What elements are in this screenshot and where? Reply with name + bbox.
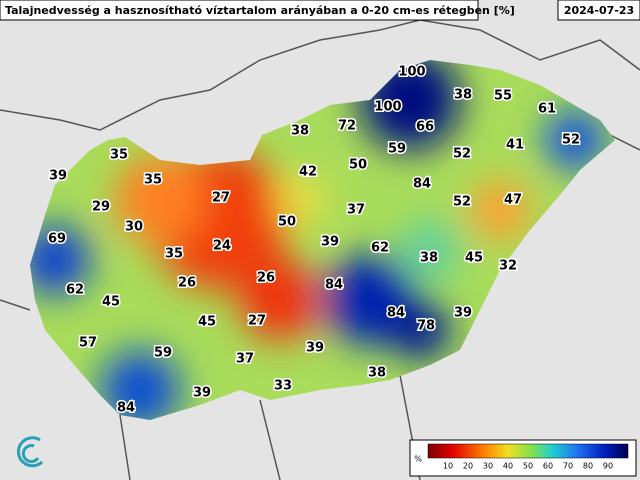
- legend-tick: 20: [463, 462, 473, 471]
- station-value: 37: [236, 352, 254, 367]
- station-value: 35: [144, 173, 162, 188]
- legend-unit: %: [414, 455, 422, 464]
- station-value: 35: [110, 148, 128, 163]
- legend-tick: 50: [523, 462, 533, 471]
- title-box: [0, 0, 479, 21]
- station-value: 84: [117, 401, 135, 416]
- station-value: 84: [387, 306, 405, 321]
- station-value: 84: [325, 278, 343, 293]
- station-value: 100: [398, 65, 425, 80]
- station-value: 45: [102, 295, 120, 310]
- station-value: 38: [454, 88, 472, 103]
- station-value: 59: [154, 346, 172, 361]
- date-box: [557, 0, 640, 21]
- date: 2024-07-23: [564, 4, 634, 17]
- legend-tick: 80: [583, 462, 593, 471]
- station-value: 62: [371, 241, 389, 256]
- station-value: 50: [278, 215, 296, 230]
- station-value: 38: [420, 251, 438, 266]
- station-value: 66: [416, 120, 434, 135]
- station-value: 72: [338, 119, 356, 134]
- station-value: 38: [291, 124, 309, 139]
- station-value: 33: [274, 379, 292, 394]
- station-value: 55: [494, 89, 512, 104]
- station-value: 62: [66, 283, 84, 298]
- station-value: 26: [178, 276, 196, 291]
- station-value: 39: [193, 386, 211, 401]
- station-value: 29: [92, 200, 110, 215]
- station-value: 37: [347, 203, 365, 218]
- station-value: 57: [79, 336, 97, 351]
- legend-tick: 30: [483, 462, 493, 471]
- station-value: 24: [213, 239, 231, 254]
- station-value: 32: [499, 259, 517, 274]
- title: Talajnedvesség a hasznosítható víztartal…: [5, 4, 515, 17]
- station-value: 84: [413, 177, 431, 192]
- station-value: 52: [453, 147, 471, 162]
- station-value: 41: [506, 138, 524, 153]
- station-value: 45: [198, 315, 216, 330]
- station-value: 27: [248, 314, 266, 329]
- legend-tick: 10: [443, 462, 453, 471]
- station-value: 42: [299, 165, 317, 180]
- station-value: 30: [125, 220, 143, 235]
- station-value: 52: [453, 195, 471, 210]
- station-value: 52: [562, 133, 580, 148]
- station-value: 39: [321, 235, 339, 250]
- station-value: 38: [368, 366, 386, 381]
- colorbar: [427, 443, 629, 459]
- station-value: 78: [417, 319, 435, 334]
- legend-tick: 90: [603, 462, 613, 471]
- station-value: 45: [465, 251, 483, 266]
- station-value: 100: [374, 100, 401, 115]
- station-value: 39: [454, 306, 472, 321]
- station-value: 39: [306, 341, 324, 356]
- station-value: 35: [165, 247, 183, 262]
- station-value: 26: [257, 271, 275, 286]
- borders: [0, 19, 640, 480]
- logo: [16, 436, 44, 468]
- station-value: 39: [49, 169, 67, 184]
- legend-tick: 60: [543, 462, 553, 471]
- station-value: 47: [504, 193, 522, 208]
- legend-tick: 40: [503, 462, 513, 471]
- station-value: 69: [48, 232, 66, 247]
- station-value: 27: [212, 191, 230, 206]
- station-value: 61: [538, 102, 556, 117]
- legend-tick: 70: [563, 462, 573, 471]
- station-value: 59: [388, 142, 406, 157]
- station-value: 50: [349, 158, 367, 173]
